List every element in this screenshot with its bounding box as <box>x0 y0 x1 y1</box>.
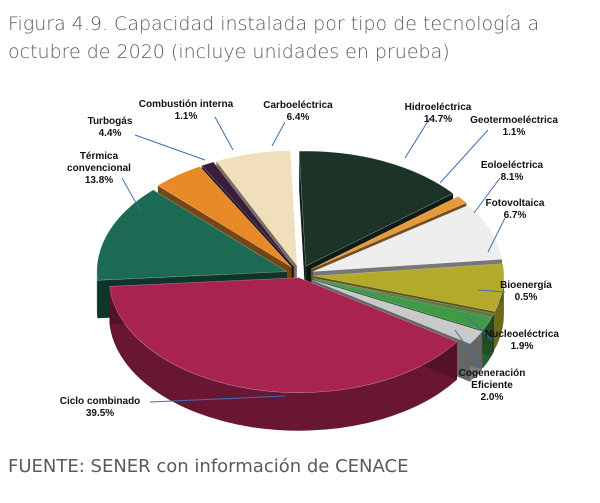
leader-line <box>149 395 286 403</box>
pie-wall-hidroel-ctrica <box>299 151 306 305</box>
slice-name-label: Eficiente <box>471 380 513 391</box>
slice-value-label: 0.5% <box>515 292 538 303</box>
pie-tops <box>96 150 505 393</box>
pie-slice-combusti-n-interna <box>201 161 294 267</box>
slice-value-label: 6.7% <box>504 210 527 221</box>
chart-title: Figura 4.9. Capacidad instalada por tipo… <box>8 13 540 63</box>
pie-slice-bioenerg-a <box>313 277 495 318</box>
slice-value-label: 4.4% <box>99 128 122 139</box>
leader-line <box>404 117 431 159</box>
chart-source: FUENTE: SENER con información de CENACE <box>8 456 409 477</box>
slice-name-label: Hidroeléctrica <box>405 102 472 113</box>
pie-slice-geotermoel-ctrica <box>311 196 467 270</box>
slice-name-label: Eoloeléctrica <box>481 160 544 171</box>
leader-line <box>454 329 481 367</box>
slice-name-label: Carboeléctrica <box>263 100 333 111</box>
slice-name-label: Fotovoltaica <box>486 198 545 209</box>
slice-value-label: 2.0% <box>481 392 504 403</box>
slice-name-label: Combustión interna <box>139 99 234 110</box>
pie-slice-carboel-ctrica <box>215 150 298 267</box>
pie-slice-t-rmica-convencional <box>96 189 288 281</box>
slice-name-label: Ciclo combinado <box>60 396 141 407</box>
leader-line <box>271 121 286 147</box>
slice-value-label: 13.8% <box>85 175 113 186</box>
pie-slice-nucleoel-ctrica <box>312 278 493 331</box>
leader-line <box>439 129 489 184</box>
pie-leader-lines <box>121 116 506 403</box>
slice-name-label: Cogeneración <box>459 368 526 379</box>
slice-value-label: 1.1% <box>503 127 526 138</box>
pie-side-ciclo-combinado <box>109 286 457 431</box>
slice-name-label: convencional <box>67 163 131 174</box>
slice-name-label: Bioenergía <box>500 280 552 291</box>
slice-value-label: 6.4% <box>287 112 310 123</box>
pie-slice-ciclo-combinado <box>109 277 458 393</box>
slice-name-label: Térmica <box>80 151 119 162</box>
slice-value-label: 1.9% <box>511 341 534 352</box>
leader-line <box>473 177 501 214</box>
slice-name-label: Nucleoeléctrica <box>485 329 559 340</box>
slice-name-label: Geotermoeléctrica <box>470 115 558 126</box>
pie-slice-turbog-s <box>157 166 292 268</box>
slice-name-label: Turbogás <box>88 116 133 127</box>
pie-slice-fotovoltaica <box>313 263 505 312</box>
leader-line <box>487 217 506 253</box>
pie-slice-hidroel-ctrica <box>298 150 454 267</box>
pie-slice-eoloel-ctrica <box>312 204 503 272</box>
slice-value-label: 8.1% <box>501 172 524 183</box>
slice-value-label: 14.7% <box>424 114 452 125</box>
pie-side-t-rmica-convencional <box>96 271 98 319</box>
leader-line <box>467 317 493 341</box>
leader-line <box>134 134 206 161</box>
leader-line <box>121 177 141 211</box>
leader-line <box>477 289 506 293</box>
leader-line <box>214 116 234 151</box>
slice-value-label: 39.5% <box>86 408 114 419</box>
slice-value-label: 1.1% <box>175 111 198 122</box>
